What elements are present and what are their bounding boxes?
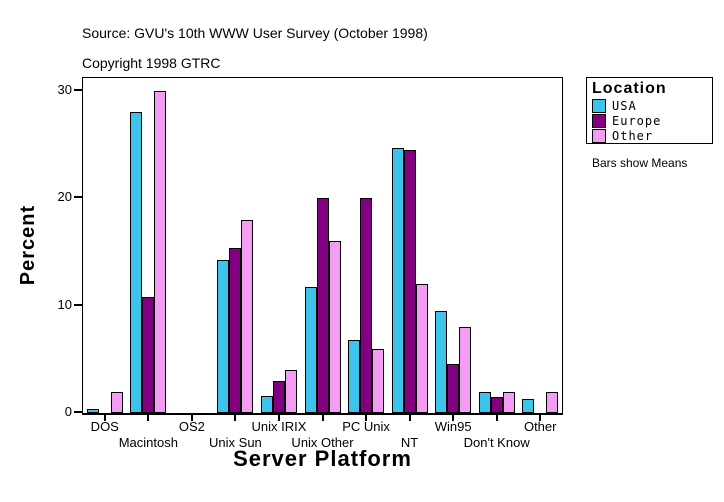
bar-europe-pc-unix — [360, 198, 372, 413]
legend-swatch-usa — [592, 99, 606, 113]
bar-europe-macintosh — [142, 297, 154, 413]
bar-europe-unix-irix — [273, 381, 285, 413]
x-axis-tick — [452, 414, 455, 421]
legend: Location USA Europe Other — [586, 77, 713, 144]
x-axis-tick — [495, 414, 498, 421]
y-tick-label: 10 — [57, 296, 72, 312]
x-category-label: Don't Know — [463, 435, 530, 450]
bar-europe-nt — [404, 150, 416, 413]
x-category-label: NT — [400, 435, 419, 450]
bar-usa-dos — [87, 409, 99, 413]
y-axis-tick — [74, 303, 82, 306]
x-category-label: Unix Sun — [209, 435, 262, 450]
x-category-label: DOS — [90, 419, 119, 434]
y-axis-tick — [74, 196, 82, 199]
legend-item-europe: Europe — [592, 114, 707, 128]
bar-usa-nt — [392, 148, 404, 413]
x-axis-tick — [321, 414, 324, 421]
x-category-label: PC Unix — [342, 419, 390, 434]
x-axis-tick — [539, 414, 542, 421]
bar-usa-don-t-know — [479, 392, 491, 413]
legend-title: Location — [592, 80, 667, 97]
y-axis-tick — [74, 411, 82, 413]
bar-other-macintosh — [154, 91, 166, 413]
bar-other-pc-unix — [372, 349, 384, 413]
x-category-label: Other — [523, 419, 557, 434]
bar-other-dos — [111, 392, 123, 413]
legend-label: Other — [612, 129, 654, 143]
bar-usa-win95 — [435, 311, 447, 413]
bar-other-unix-other — [329, 241, 341, 413]
bar-europe-unix-sun — [229, 248, 241, 413]
bar-usa-unix-irix — [261, 396, 273, 413]
legend-item-other: Other — [592, 129, 707, 143]
x-axis-tick — [365, 414, 368, 421]
x-axis-tick — [190, 414, 193, 421]
y-tick-label: 30 — [57, 82, 72, 97]
x-category-label: Macintosh — [118, 435, 178, 450]
legend-item-usa: USA — [592, 99, 707, 113]
x-category-label: Unix IRIX — [251, 419, 307, 434]
bar-other-unix-sun — [241, 220, 253, 413]
bar-other-other — [546, 392, 558, 413]
y-tick-label: 0 — [64, 404, 72, 419]
x-axis-tick — [103, 414, 106, 421]
bar-other-win95 — [459, 327, 471, 413]
bar-other-don-t-know — [503, 392, 515, 413]
legend-note: Bars show Means — [592, 156, 688, 170]
x-axis-tick — [408, 414, 411, 421]
plot-area: Percent Server Platform 0 10 20 30 DOS Macint… — [17, 77, 563, 471]
y-tick-label: 20 — [57, 189, 72, 205]
bar-usa-other — [522, 399, 534, 413]
x-axis-tick — [147, 414, 150, 421]
x-axis-title: Server Platform — [233, 446, 412, 471]
bar-europe-don-t-know — [491, 397, 503, 413]
bar-usa-unix-sun — [217, 260, 229, 413]
legend-label: Europe — [612, 114, 662, 128]
y-axis-tick — [74, 89, 82, 91]
x-category-label: Win95 — [434, 419, 472, 434]
bar-europe-win95 — [447, 364, 459, 413]
bar-europe-unix-other — [317, 198, 329, 413]
bar-usa-pc-unix — [348, 340, 360, 413]
bar-other-unix-irix — [285, 370, 297, 413]
x-category-label: OS2 — [178, 419, 205, 434]
legend-label: USA — [612, 99, 637, 113]
x-axis-tick — [277, 414, 280, 421]
x-category-label: Unix Other — [291, 435, 354, 450]
legend-swatch-europe — [592, 114, 606, 128]
bar-usa-unix-other — [305, 287, 317, 413]
bar-usa-macintosh — [130, 112, 142, 413]
copyright-text: Copyright 1998 GTRC — [82, 55, 221, 71]
legend-swatch-other — [592, 129, 606, 143]
bar-other-nt — [416, 284, 428, 413]
x-axis-tick — [234, 414, 237, 421]
source-text: Source: GVU's 10th WWW User Survey (Octo… — [82, 25, 428, 41]
